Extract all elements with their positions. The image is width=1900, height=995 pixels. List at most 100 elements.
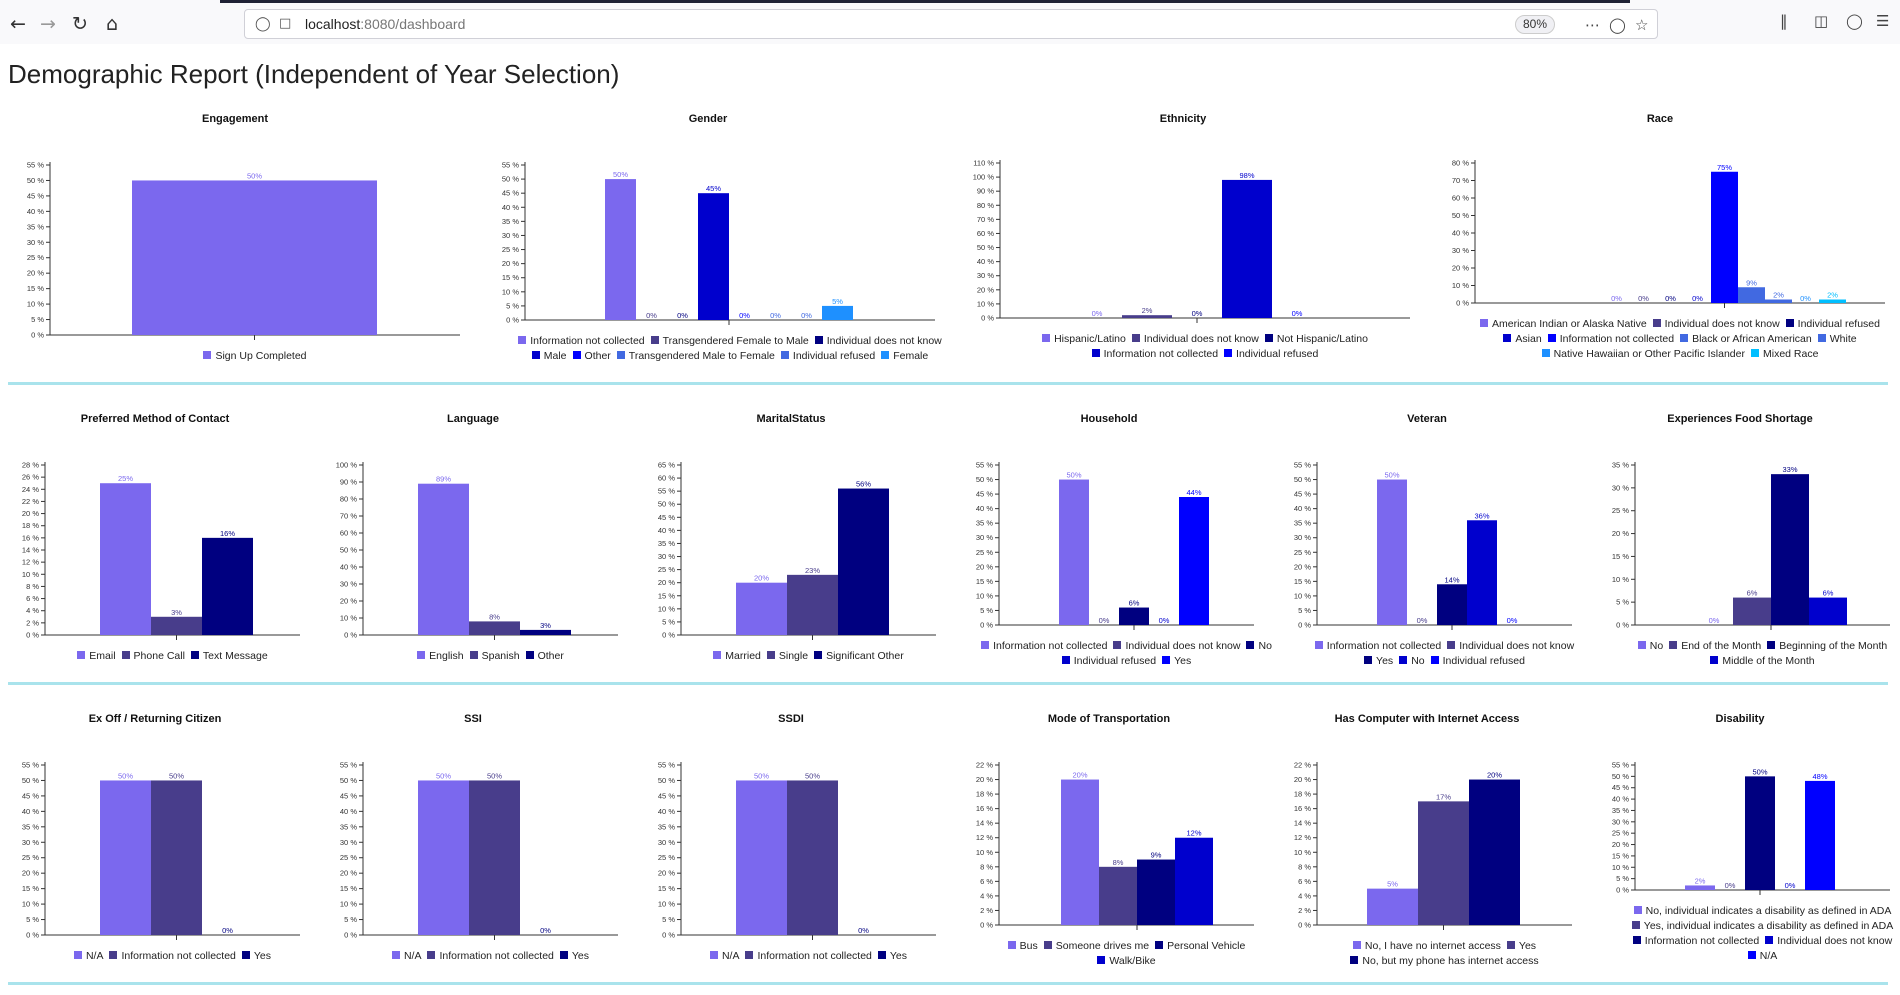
legend-item[interactable]: Female (881, 349, 928, 364)
legend-item[interactable]: Middle of the Month (1710, 654, 1815, 669)
legend-item[interactable]: Information not collected (518, 334, 645, 349)
bar[interactable] (418, 780, 469, 935)
bar[interactable] (1467, 520, 1497, 625)
legend-item[interactable]: No (1637, 639, 1663, 654)
bar[interactable] (1122, 315, 1172, 318)
legend-item[interactable]: N/A (1747, 949, 1777, 964)
shield-icon[interactable]: ◯ (255, 16, 271, 32)
legend-item[interactable]: Single (766, 649, 808, 664)
bar[interactable] (605, 179, 636, 320)
sidebar-icon[interactable]: ◫ (1814, 12, 1829, 30)
legend-item[interactable]: No (1399, 654, 1425, 669)
reload-icon[interactable]: ↻ (72, 13, 88, 35)
bar[interactable] (736, 582, 787, 635)
legend-item[interactable]: Yes (877, 949, 907, 964)
legend-item[interactable]: Individual does not know (1131, 332, 1259, 347)
bar[interactable] (787, 574, 838, 635)
url-text[interactable]: localhost:8080/dashboard (305, 16, 465, 32)
bar[interactable] (151, 616, 202, 635)
legend-item[interactable]: Beginning of the Month (1767, 639, 1887, 654)
bar[interactable] (1805, 780, 1835, 890)
legend-item[interactable]: Information not collected (109, 949, 236, 964)
bookmark-star-icon[interactable]: ☆ (1635, 16, 1649, 34)
bar[interactable] (698, 193, 729, 320)
bar[interactable] (1367, 888, 1418, 925)
bar[interactable] (1711, 171, 1738, 303)
legend-item[interactable]: Yes (559, 949, 589, 964)
bar[interactable] (1059, 479, 1089, 625)
legend-item[interactable]: Yes, individual indicates a disability a… (1631, 919, 1893, 934)
bar[interactable] (838, 488, 889, 635)
legend-item[interactable]: English (417, 649, 464, 664)
legend-item[interactable]: Black or African American (1680, 332, 1812, 347)
legend-item[interactable]: Not Hispanic/Latino (1264, 332, 1368, 347)
legend-item[interactable]: N/A (391, 949, 421, 964)
legend-item[interactable]: Asian (1503, 332, 1542, 347)
legend-item[interactable]: Email (77, 649, 116, 664)
legend-item[interactable]: Yes (1506, 939, 1536, 954)
bar[interactable] (1377, 479, 1407, 625)
bar[interactable] (787, 780, 838, 935)
bar[interactable] (1771, 474, 1809, 625)
bar[interactable] (202, 537, 253, 635)
home-icon[interactable]: ⌂ (105, 13, 119, 35)
pocket-icon[interactable]: ◯ (1609, 16, 1626, 34)
legend-item[interactable]: Individual does not know (1765, 934, 1892, 949)
account-icon[interactable]: ◯ (1846, 12, 1863, 30)
legend-item[interactable]: Individual refused (780, 349, 875, 364)
legend-item[interactable]: No, I have no internet access (1352, 939, 1501, 954)
legend-item[interactable]: American Indian or Alaska Native (1480, 317, 1647, 332)
bar[interactable] (1179, 497, 1209, 625)
bar[interactable] (520, 629, 571, 635)
legend-item[interactable]: Individual does not know (1652, 317, 1780, 332)
legend-item[interactable]: Yes (241, 949, 271, 964)
menu-icon[interactable]: ☰ (1876, 12, 1890, 30)
legend-item[interactable]: Individual does not know (1113, 639, 1240, 654)
legend-item[interactable]: No, individual indicates a disability as… (1633, 904, 1891, 919)
address-bar[interactable]: ◯ □ localhost:8080/dashboard 80% ⋯ ◯ ☆ (244, 9, 1658, 39)
bar[interactable] (1099, 866, 1137, 925)
bar[interactable] (1469, 779, 1520, 925)
legend-item[interactable]: Native Hawaiian or Other Pacific Islande… (1541, 347, 1745, 362)
more-actions-icon[interactable]: ⋯ (1585, 16, 1600, 34)
legend-item[interactable]: Other (572, 349, 611, 364)
legend-item[interactable]: Mixed Race (1750, 347, 1818, 362)
bar[interactable] (1765, 299, 1792, 304)
legend-item[interactable]: Information not collected (981, 639, 1107, 654)
legend-item[interactable]: Information not collected (745, 949, 872, 964)
back-icon[interactable]: ← (10, 13, 26, 35)
legend-item[interactable]: Significant Other (814, 649, 904, 664)
bar[interactable] (1819, 299, 1846, 304)
legend-item[interactable]: Sign Up Completed (203, 349, 307, 364)
bar[interactable] (736, 780, 787, 935)
bar[interactable] (151, 780, 202, 935)
legend-item[interactable]: Individual does not know (1447, 639, 1574, 654)
bar[interactable] (132, 180, 377, 335)
legend-item[interactable]: Other (525, 649, 564, 664)
bar[interactable] (1175, 837, 1213, 925)
library-icon[interactable]: ‖ (1780, 12, 1788, 30)
legend-item[interactable]: N/A (73, 949, 103, 964)
legend-item[interactable]: Married (713, 649, 761, 664)
legend-item[interactable]: Information not collected (1091, 347, 1218, 362)
legend-item[interactable]: Walk/Bike (1097, 954, 1156, 969)
legend-item[interactable]: White (1817, 332, 1857, 347)
legend-item[interactable]: Personal Vehicle (1155, 939, 1245, 954)
legend-item[interactable]: Yes (1364, 654, 1393, 669)
bar[interactable] (1685, 885, 1715, 890)
bar[interactable] (822, 305, 853, 320)
legend-item[interactable]: Information not collected (1314, 639, 1441, 654)
bar[interactable] (469, 780, 520, 935)
legend-item[interactable]: Phone Call (121, 649, 185, 664)
bar[interactable] (1745, 776, 1775, 890)
legend-item[interactable]: Information not collected (1547, 332, 1674, 347)
legend-item[interactable]: No, but my phone has internet access (1350, 954, 1539, 969)
bar[interactable] (1061, 779, 1099, 925)
legend-item[interactable]: Information not collected (1632, 934, 1759, 949)
bar[interactable] (469, 621, 520, 635)
forward-icon[interactable]: → (40, 13, 56, 35)
bar[interactable] (1418, 801, 1469, 925)
bar[interactable] (1222, 179, 1272, 318)
legend-item[interactable]: Male (531, 349, 567, 364)
bar[interactable] (1137, 859, 1175, 925)
